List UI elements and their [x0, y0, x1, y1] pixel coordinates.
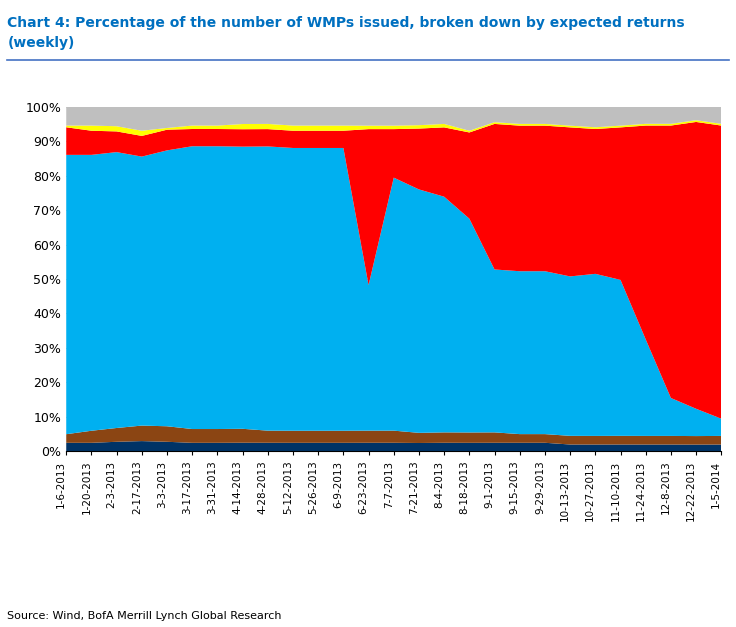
Text: Source: Wind, BofA Merrill Lynch Global Research: Source: Wind, BofA Merrill Lynch Global … [7, 611, 282, 621]
Text: Chart 4: Percentage of the number of WMPs issued, broken down by expected return: Chart 4: Percentage of the number of WMP… [7, 16, 685, 29]
Text: (weekly): (weekly) [7, 36, 75, 50]
